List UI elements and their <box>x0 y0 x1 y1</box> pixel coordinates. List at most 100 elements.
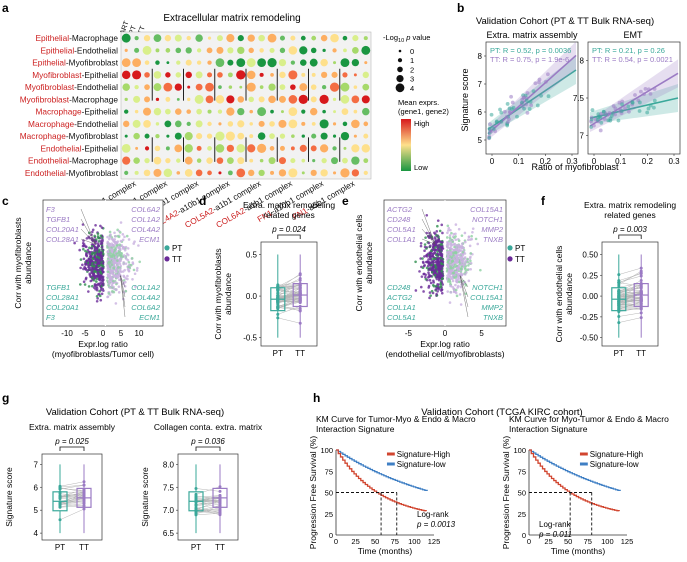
x-tick-label: -5 <box>81 329 89 338</box>
data-point <box>424 277 428 281</box>
data-point <box>616 118 621 123</box>
row-label: Macrophage-Epithelial <box>35 107 118 117</box>
heatmap-dot <box>132 119 141 128</box>
data-point <box>96 253 100 257</box>
data-point <box>129 263 133 267</box>
heatmap-dot <box>311 121 316 126</box>
y-axis-label: abundance <box>23 242 33 284</box>
x-tick-label: 125 <box>621 537 634 546</box>
heatmap-dot <box>310 169 317 176</box>
data-point <box>117 272 121 275</box>
heatmap-dot <box>227 47 234 54</box>
gene-label: COL6A2 <box>131 205 161 214</box>
leader-line <box>421 218 436 245</box>
data-point <box>93 264 96 268</box>
data-point <box>446 251 449 254</box>
p-value-label: p = 0.025 <box>54 437 89 446</box>
heatmap-dot <box>321 71 328 78</box>
data-point <box>506 120 510 125</box>
heatmap-dot <box>246 82 256 92</box>
data-point <box>617 294 621 298</box>
heatmap-dot <box>257 132 266 140</box>
data-point <box>91 284 94 288</box>
group-label-pt: PT <box>128 24 138 35</box>
x-tick-label: TT <box>215 543 225 552</box>
heatmap-dot <box>280 110 284 114</box>
data-point <box>97 240 101 243</box>
p-value-label: p = 0.024 <box>271 225 306 234</box>
data-point <box>89 255 93 259</box>
heatmap-dot <box>259 158 264 163</box>
heatmap-dot <box>215 144 225 153</box>
panel-a-grid-frame <box>120 31 372 180</box>
data-point <box>218 493 222 497</box>
data-point <box>97 268 100 272</box>
plot-title: Extra. matrix remodeling <box>243 200 335 210</box>
panel-h-km-1: KM Curve for Tumor-Myo & Endo & MacroInt… <box>308 414 476 556</box>
data-point <box>126 274 129 278</box>
heatmap-dot <box>320 58 328 67</box>
y-tick-label: 0 <box>522 531 526 540</box>
y-axis-label: Progression Free Survival (%) <box>308 436 318 550</box>
data-point <box>90 247 94 250</box>
heatmap-dot <box>341 108 349 115</box>
data-point <box>435 264 439 267</box>
row-label: Myofibroblast-Macrophage <box>20 94 119 104</box>
data-point <box>106 235 109 239</box>
panel-f: f p = 0.003 PT TT 0.50 0.25 0.00 -0.25 -0.50 Cor… <box>541 194 676 358</box>
y-tick-label: 0.00 <box>582 292 598 301</box>
pair-line <box>618 290 642 298</box>
heatmap-dot <box>176 171 181 175</box>
data-point <box>440 223 444 227</box>
heatmap-dot <box>312 159 316 163</box>
data-point <box>429 294 432 297</box>
data-point <box>95 295 99 298</box>
data-point <box>298 285 302 289</box>
panel-g-boxplot-2: p = 0.036 PT TT 8.0 7.5 7.0 6.5 Signature score… <box>140 422 263 552</box>
data-point <box>97 244 100 248</box>
data-point <box>419 257 422 260</box>
data-point <box>462 259 465 262</box>
data-point <box>451 266 454 270</box>
heatmap-dot <box>143 169 151 177</box>
data-point <box>115 241 119 245</box>
row-label-part: -Epithelial <box>82 70 119 80</box>
y-tick-label: 0 <box>329 531 333 540</box>
heatmap-dot <box>319 144 329 153</box>
heatmap-dot <box>216 157 224 164</box>
panel-e: e ACTG2CD248COL5A1COL1A1CD248ACTG2COL1A1… <box>342 194 525 359</box>
panel-label-g: g <box>2 391 9 405</box>
data-point <box>276 291 280 295</box>
heatmap-dot <box>239 85 243 89</box>
heatmap-dot <box>298 94 308 105</box>
data-point <box>428 291 432 294</box>
heatmap-dot <box>279 84 286 91</box>
data-point <box>463 231 467 235</box>
size-legend-title: -Log10 p value <box>383 33 430 44</box>
heatmap-dot <box>268 95 276 104</box>
data-point <box>448 301 452 304</box>
pair-line <box>59 481 85 487</box>
row-label: Epithelial-Endothelial <box>41 45 119 55</box>
heatmap-dot <box>299 46 308 55</box>
data-point <box>520 100 524 105</box>
heatmap-dot <box>279 71 286 79</box>
legend-marker-pt <box>164 245 170 251</box>
gene-label: COL15A1 <box>470 293 503 302</box>
data-point <box>427 258 430 261</box>
data-point <box>432 244 436 247</box>
plot-frame <box>485 41 579 155</box>
heatmap-dot <box>165 146 170 151</box>
x-tick-label: 0 <box>334 537 338 546</box>
data-point <box>58 495 62 499</box>
heatmap-dot <box>187 85 191 89</box>
data-point <box>467 238 470 241</box>
logrank-pvalue: p = 0.011 <box>538 530 572 539</box>
y-axis-label: abundance <box>364 242 374 284</box>
heatmap-dot <box>246 58 256 68</box>
data-point <box>429 261 432 265</box>
row-label-part: -Epithelial <box>82 107 119 117</box>
data-point <box>127 265 130 269</box>
data-point <box>433 231 436 235</box>
y-tick-label: 25 <box>325 510 333 519</box>
